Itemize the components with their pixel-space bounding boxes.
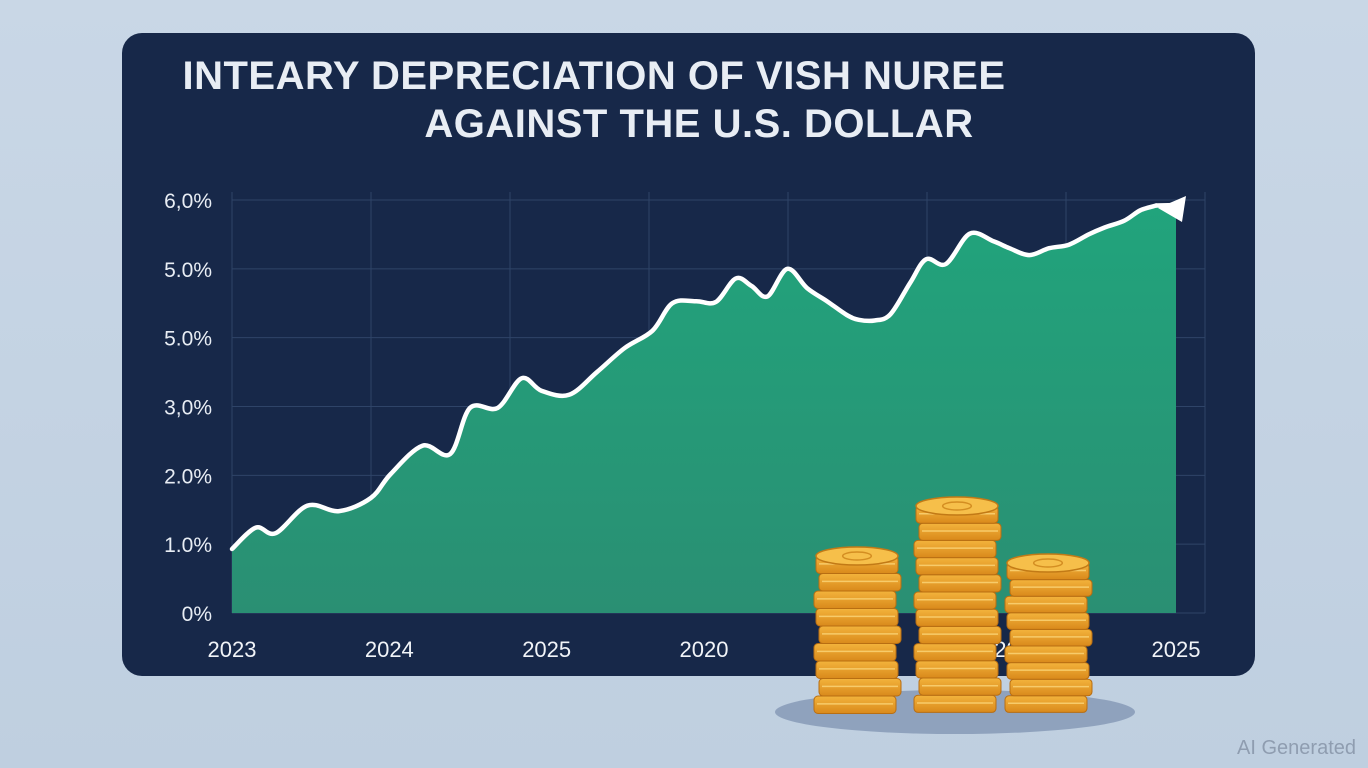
y-tick-label: 3,0% [164, 397, 212, 420]
y-tick-label: 0% [182, 603, 212, 626]
y-tick-label: 1.0% [164, 534, 212, 557]
trend-arrow-head [1158, 196, 1186, 222]
coin-stack [1004, 553, 1093, 713]
y-tick-label: 6,0% [164, 190, 212, 213]
x-tick-label: 2025 [1152, 637, 1201, 662]
y-tick-label: 5.0% [164, 259, 212, 282]
chart-marks [229, 196, 1186, 613]
x-tick-label: 2020 [680, 637, 729, 662]
coin-stack-icon [775, 496, 1135, 734]
chart-title-line-2: AGAINST THE U.S. DOLLAR [424, 102, 974, 146]
y-tick-label: 2.0% [164, 465, 212, 488]
coin-stack [813, 546, 902, 714]
y-tick-label: 5.0% [164, 328, 212, 351]
x-tick-label: 2024 [365, 637, 414, 662]
x-tick-label: 2023 [208, 637, 257, 662]
chart-title: INTEARY DEPRECIATION OF VISH NUREE AGAIN… [0, 52, 1368, 148]
watermark-label: AI Generated [1237, 737, 1356, 759]
series-line [229, 203, 1159, 552]
x-tick-label: 2025 [522, 637, 571, 662]
coin-stack [913, 496, 1002, 713]
series-area [232, 203, 1176, 613]
chart-title-line-1: INTEARY DEPRECIATION OF VISH NUREE [182, 54, 1006, 98]
